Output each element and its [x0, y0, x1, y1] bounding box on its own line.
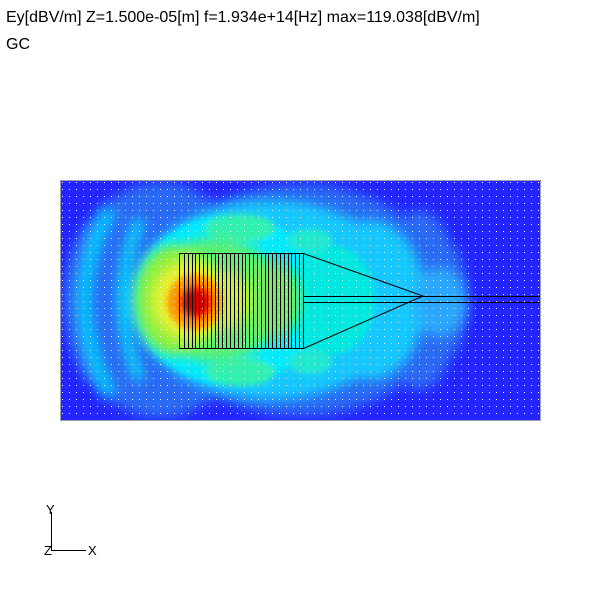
device-structure [179, 253, 540, 349]
field-intensity-map [60, 180, 541, 421]
plot-frame [60, 180, 541, 421]
plot-title: Ey[dBV/m] Z=1.500e-05[m] f=1.934e+14[Hz]… [6, 9, 480, 26]
grating-lines [184, 253, 300, 349]
grating-coupler-box [179, 253, 304, 349]
plot-subtitle: GC [6, 36, 30, 53]
x-axis-label: X [88, 543, 97, 558]
mesh-grid-dots [60, 180, 541, 421]
y-axis-label: Y [46, 502, 55, 517]
z-axis-label: Z [44, 543, 52, 558]
